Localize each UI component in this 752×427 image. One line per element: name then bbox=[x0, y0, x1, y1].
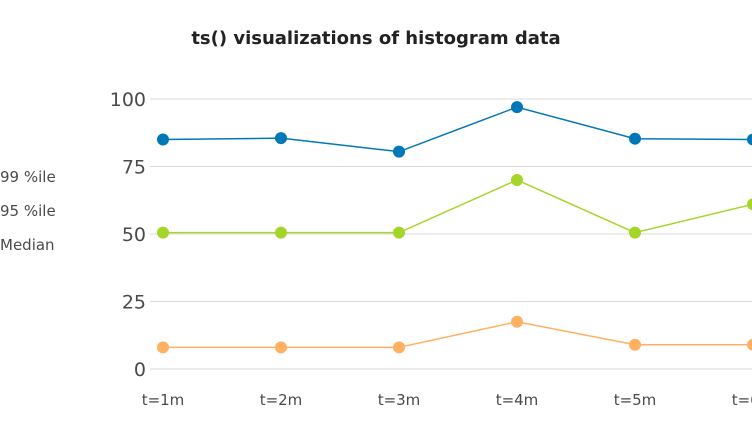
data-point bbox=[157, 226, 169, 239]
y-tick-label: 100 bbox=[110, 89, 146, 111]
y-tick-label: 25 bbox=[122, 292, 146, 314]
data-point bbox=[275, 341, 287, 354]
data-point bbox=[629, 338, 641, 351]
legend-entry: Median bbox=[0, 236, 55, 254]
data-point bbox=[393, 145, 405, 158]
y-tick-label: 75 bbox=[122, 157, 146, 179]
data-point bbox=[275, 226, 287, 239]
legend-entry: 95 %ile bbox=[0, 202, 56, 220]
x-tick-label: t=3m bbox=[378, 391, 421, 409]
series-2 bbox=[157, 315, 752, 354]
data-point bbox=[747, 198, 752, 211]
y-tick-label: 0 bbox=[134, 359, 146, 381]
legend-entry: 99 %ile bbox=[0, 168, 56, 186]
series-1 bbox=[157, 174, 752, 239]
chart-title: ts() visualizations of histogram data bbox=[191, 28, 560, 49]
legend: 99 %ile 95 %ile Median bbox=[0, 168, 56, 254]
data-point bbox=[511, 174, 523, 186]
series-line bbox=[162, 106, 752, 153]
series-0 bbox=[157, 101, 752, 158]
y-axis-ticks: 0 25 50 75 100 bbox=[110, 89, 146, 381]
data-point bbox=[157, 341, 169, 354]
data-point bbox=[629, 132, 641, 145]
gridlines bbox=[150, 98, 752, 370]
x-tick-label: t=6m bbox=[732, 391, 752, 409]
data-point bbox=[157, 133, 169, 146]
data-point bbox=[747, 133, 752, 146]
x-tick-label: t=5m bbox=[614, 391, 657, 409]
x-tick-label: t=1m bbox=[142, 391, 185, 409]
y-tick-label: 50 bbox=[122, 224, 146, 246]
x-tick-label: t=2m bbox=[260, 391, 303, 409]
data-point bbox=[393, 341, 405, 354]
data-point bbox=[511, 101, 523, 114]
data-point bbox=[511, 315, 523, 328]
series-line bbox=[163, 179, 752, 234]
data-point bbox=[747, 338, 752, 351]
data-point bbox=[629, 226, 641, 239]
data-point bbox=[275, 132, 287, 145]
data-point bbox=[393, 226, 405, 239]
series-line bbox=[163, 320, 752, 349]
x-tick-label: t=4m bbox=[496, 391, 539, 409]
x-axis-ticks: t=1m t=2m t=3m t=4m t=5m t=6m bbox=[142, 391, 752, 409]
series-group bbox=[157, 101, 752, 354]
